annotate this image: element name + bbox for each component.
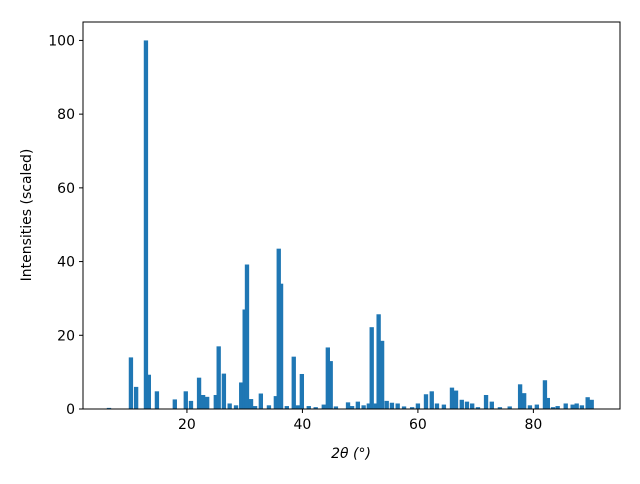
plot-frame <box>82 21 621 410</box>
bar <box>213 394 218 409</box>
bar <box>589 399 594 409</box>
bar <box>299 373 305 409</box>
bar <box>204 396 210 409</box>
bar <box>355 401 361 409</box>
bar <box>434 403 440 409</box>
bar <box>366 403 371 409</box>
bar <box>369 327 374 409</box>
y-tick-label: 40 <box>57 255 75 271</box>
bar <box>534 404 540 409</box>
bar <box>409 407 415 409</box>
bar <box>475 407 481 409</box>
bar <box>423 394 429 409</box>
bar <box>321 404 326 409</box>
bar <box>373 403 378 409</box>
bar <box>563 403 568 409</box>
bar <box>291 356 296 409</box>
bar <box>555 406 560 409</box>
bar <box>395 403 400 409</box>
y-tick-label: 60 <box>57 181 75 197</box>
bar <box>574 403 579 409</box>
bar <box>146 374 151 409</box>
bar <box>459 399 464 409</box>
bar <box>579 405 585 409</box>
bar <box>106 407 112 409</box>
bar <box>497 407 503 409</box>
bar <box>527 405 533 409</box>
bar <box>545 397 550 409</box>
y-axis-label: Intensities (scaled) <box>19 149 35 282</box>
bar <box>133 386 139 409</box>
bar <box>306 406 311 409</box>
y-tick-label: 0 <box>66 402 75 418</box>
bar <box>470 403 475 409</box>
bar <box>200 394 206 409</box>
bar <box>328 361 333 409</box>
x-tick-label: 20 <box>178 417 196 433</box>
y-tick-label: 20 <box>57 328 75 344</box>
bar <box>227 403 232 409</box>
bar <box>242 309 247 409</box>
bar <box>361 405 366 409</box>
bar <box>333 406 339 409</box>
bar <box>143 40 149 410</box>
bar <box>349 406 355 409</box>
bar <box>507 406 512 409</box>
bar <box>172 399 177 409</box>
bar <box>585 397 590 409</box>
bar <box>248 399 254 409</box>
bar <box>284 406 289 409</box>
bar <box>449 387 455 409</box>
bar <box>188 400 194 409</box>
bar <box>345 402 351 409</box>
bar <box>233 405 239 409</box>
x-axis-label: 2θ (°) <box>331 446 371 462</box>
bar <box>276 248 281 409</box>
y-tick-label: 100 <box>48 33 75 49</box>
bar <box>376 314 381 409</box>
bar <box>128 357 134 409</box>
bar <box>154 391 160 409</box>
bar <box>464 401 470 409</box>
bar <box>216 346 221 409</box>
bar <box>542 380 548 409</box>
bar <box>521 393 527 409</box>
x-tick-label: 60 <box>409 417 427 433</box>
bar <box>313 407 318 409</box>
y-tick-label: 80 <box>57 107 75 123</box>
bar <box>244 264 250 409</box>
bar <box>239 382 244 409</box>
bar <box>273 396 279 409</box>
bar <box>441 404 447 409</box>
x-tick-label: 80 <box>524 417 542 433</box>
bar <box>379 340 385 409</box>
bar <box>429 391 434 409</box>
bar <box>295 405 300 409</box>
bar <box>266 405 272 409</box>
bar <box>183 391 188 409</box>
bar <box>517 384 523 409</box>
bar <box>483 394 489 409</box>
bar <box>221 373 227 409</box>
bar <box>489 401 494 409</box>
bar <box>401 406 407 409</box>
bar <box>453 390 459 409</box>
bar <box>550 407 556 409</box>
bar <box>196 377 202 409</box>
bar <box>384 400 389 409</box>
bar <box>389 402 395 409</box>
x-tick-label: 40 <box>294 417 312 433</box>
bar <box>570 404 575 409</box>
bar <box>258 393 264 409</box>
bar <box>415 403 421 409</box>
bar <box>325 347 330 409</box>
bar <box>252 406 258 409</box>
bar <box>278 283 284 409</box>
